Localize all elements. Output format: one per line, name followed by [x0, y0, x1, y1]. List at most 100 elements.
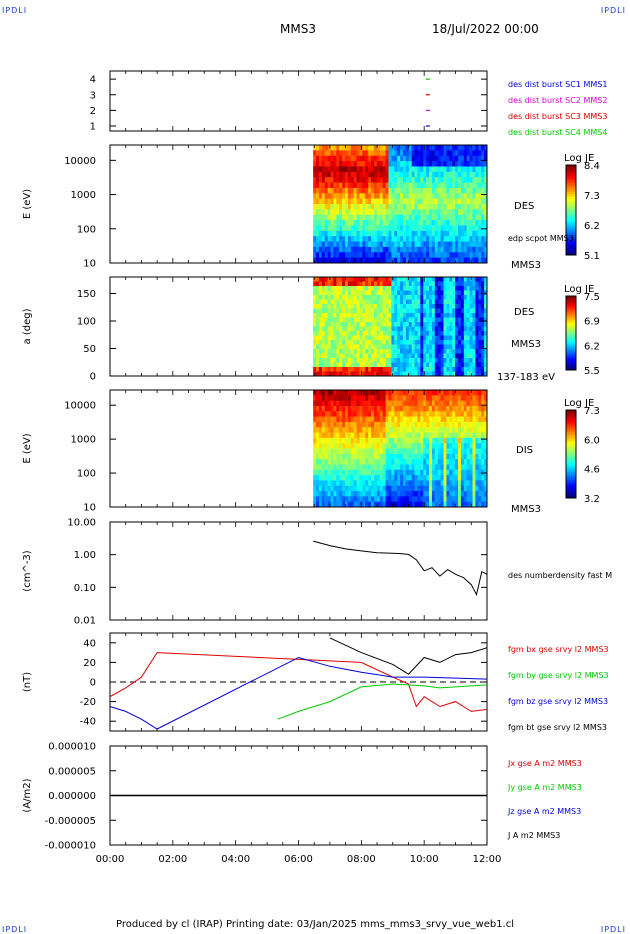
des-spectrogram-cell [449, 236, 453, 242]
dis-spectrogram-cell [368, 448, 372, 455]
des-spectrogram-cell [460, 257, 465, 264]
pitch-spectrogram-cell [411, 295, 415, 300]
dis-spectrogram-cell [316, 464, 320, 471]
dis-spectrogram-cell [472, 469, 476, 476]
des-spectrogram-cell [443, 193, 447, 200]
pitch-spectrogram-cell [402, 367, 407, 372]
des-spectrogram-cell [353, 187, 358, 194]
bfield-series-line [329, 637, 488, 675]
dis-spectrogram-cell [394, 390, 398, 396]
des-spectrogram-cell [443, 177, 447, 183]
dis-spectrogram-cell [353, 501, 358, 508]
dis-spectrogram-cell [333, 491, 337, 497]
dis-spectrogram-cell [321, 421, 326, 428]
des-spectrogram-cell [374, 214, 378, 221]
des-spectrogram-cell [316, 204, 320, 210]
dis-spectrogram-cell [330, 491, 334, 497]
dis-spectrogram-cell [342, 416, 346, 423]
pitch-spectrogram-cell [423, 317, 427, 323]
dis-spectrogram-cell [385, 464, 389, 471]
pitch-spectrogram-cell [313, 358, 317, 363]
des-spectrogram-cell [339, 230, 343, 237]
des-spectrogram-cell [376, 166, 381, 173]
pitch-spectrogram-cell [353, 277, 358, 282]
des-spectrogram-cell [356, 166, 360, 173]
pitch-spectrogram-cell [460, 349, 465, 354]
dis-spectrogram-cell [350, 395, 355, 402]
des-energy-colorbar-cell [566, 216, 576, 220]
pitch-spectrogram-cell [408, 353, 413, 359]
des-spectrogram-cell [327, 230, 331, 237]
dis-spectrogram-cell [423, 459, 427, 465]
dis-spectrogram-cell [316, 400, 320, 407]
dis-spectrogram-cell [339, 459, 343, 465]
dis-spectrogram-cell [345, 501, 349, 508]
current-legend-label: Jx gse A m2 MMS3 [507, 759, 582, 768]
des-spectrogram-cell [400, 145, 404, 151]
des-spectrogram-cell [484, 241, 488, 248]
pitch-ytick-label: 0 [90, 372, 96, 383]
dis-spectrogram-cell [359, 453, 363, 460]
dis-spectrogram-cell [356, 437, 360, 444]
dis-spectrogram-cell [446, 432, 450, 439]
dis-spectrogram-cell [429, 432, 433, 439]
dis-spectrogram-cell [353, 464, 358, 471]
des-spectrogram-cell [460, 150, 465, 157]
des-spectrogram-cell [313, 150, 317, 157]
dis-spectrogram-cell [443, 480, 447, 487]
pitch-spectrogram-cell [481, 322, 485, 327]
pitch-spectrogram-cell [443, 353, 447, 359]
pitch-spectrogram-cell [458, 299, 462, 305]
dis-spectrogram-cell [400, 443, 404, 449]
pitch-spectrogram-cell [446, 326, 450, 332]
dis-spectrogram-cell [449, 411, 453, 417]
des-spectrogram-cell [333, 145, 337, 151]
des-spectrogram-cell [347, 198, 352, 205]
des-spectrogram-cell [342, 236, 346, 242]
pitch-spectrogram-cell [330, 290, 334, 296]
dis-spectrogram-cell [452, 432, 456, 439]
pitch-spectrogram-cell [365, 335, 369, 341]
dis-spectrogram-cell [350, 469, 355, 476]
dis-spectrogram-cell [379, 400, 384, 407]
pitch-spectrogram-cell [426, 295, 430, 300]
pitch-spectrogram-cell [463, 286, 468, 291]
dis-spectrogram-cell [440, 411, 444, 417]
dis-colorbar-cell [566, 418, 576, 422]
pitch-spectrogram-cell [469, 295, 473, 300]
des-spectrogram-cell [458, 236, 462, 242]
des-spectrogram-cell [318, 209, 323, 216]
dis-spectrogram-cell [478, 416, 482, 423]
dis-spectrogram-cell [463, 501, 468, 508]
des-spectrogram-cell [336, 214, 340, 221]
dis-spectrogram-cell [368, 496, 372, 503]
des-spectrogram-cell [449, 193, 453, 200]
dis-spectrogram-cell [449, 405, 453, 412]
pitch-spectrogram-cell [460, 295, 465, 300]
dis-ytick-label: 100 [77, 469, 96, 480]
des-spectrogram-cell [414, 246, 418, 253]
dis-spectrogram-cell [313, 459, 317, 465]
des-spectrogram-cell [469, 236, 473, 242]
des-spectrogram-cell [376, 220, 381, 226]
dis-spectrogram-cell [379, 496, 384, 503]
des-spectrogram-cell [405, 241, 410, 248]
des-spectrogram-cell [336, 204, 340, 210]
des-spectrogram-cell [394, 214, 398, 221]
pitch-spectrogram-cell [458, 281, 462, 287]
des-spectrogram-cell [437, 225, 442, 232]
des-spectrogram-cell [449, 166, 453, 173]
des-spectrogram-cell [484, 177, 488, 183]
dis-spectrogram-cell [350, 411, 355, 417]
pitch-spectrogram-cell [420, 295, 424, 300]
pitch-spectrogram-cell [324, 304, 329, 309]
des-spectrogram-cell [460, 198, 465, 205]
dis-spectrogram-cell [402, 475, 407, 481]
des-spectrogram-cell [324, 145, 329, 151]
dis-spectrogram-cell [458, 395, 462, 402]
dis-colorbar-cell [566, 423, 576, 426]
dis-spectrogram-cell [452, 491, 456, 497]
des-spectrogram-cell [318, 150, 323, 157]
des-spectrogram-cell [388, 236, 392, 242]
pitch-spectrogram-cell [371, 340, 375, 345]
